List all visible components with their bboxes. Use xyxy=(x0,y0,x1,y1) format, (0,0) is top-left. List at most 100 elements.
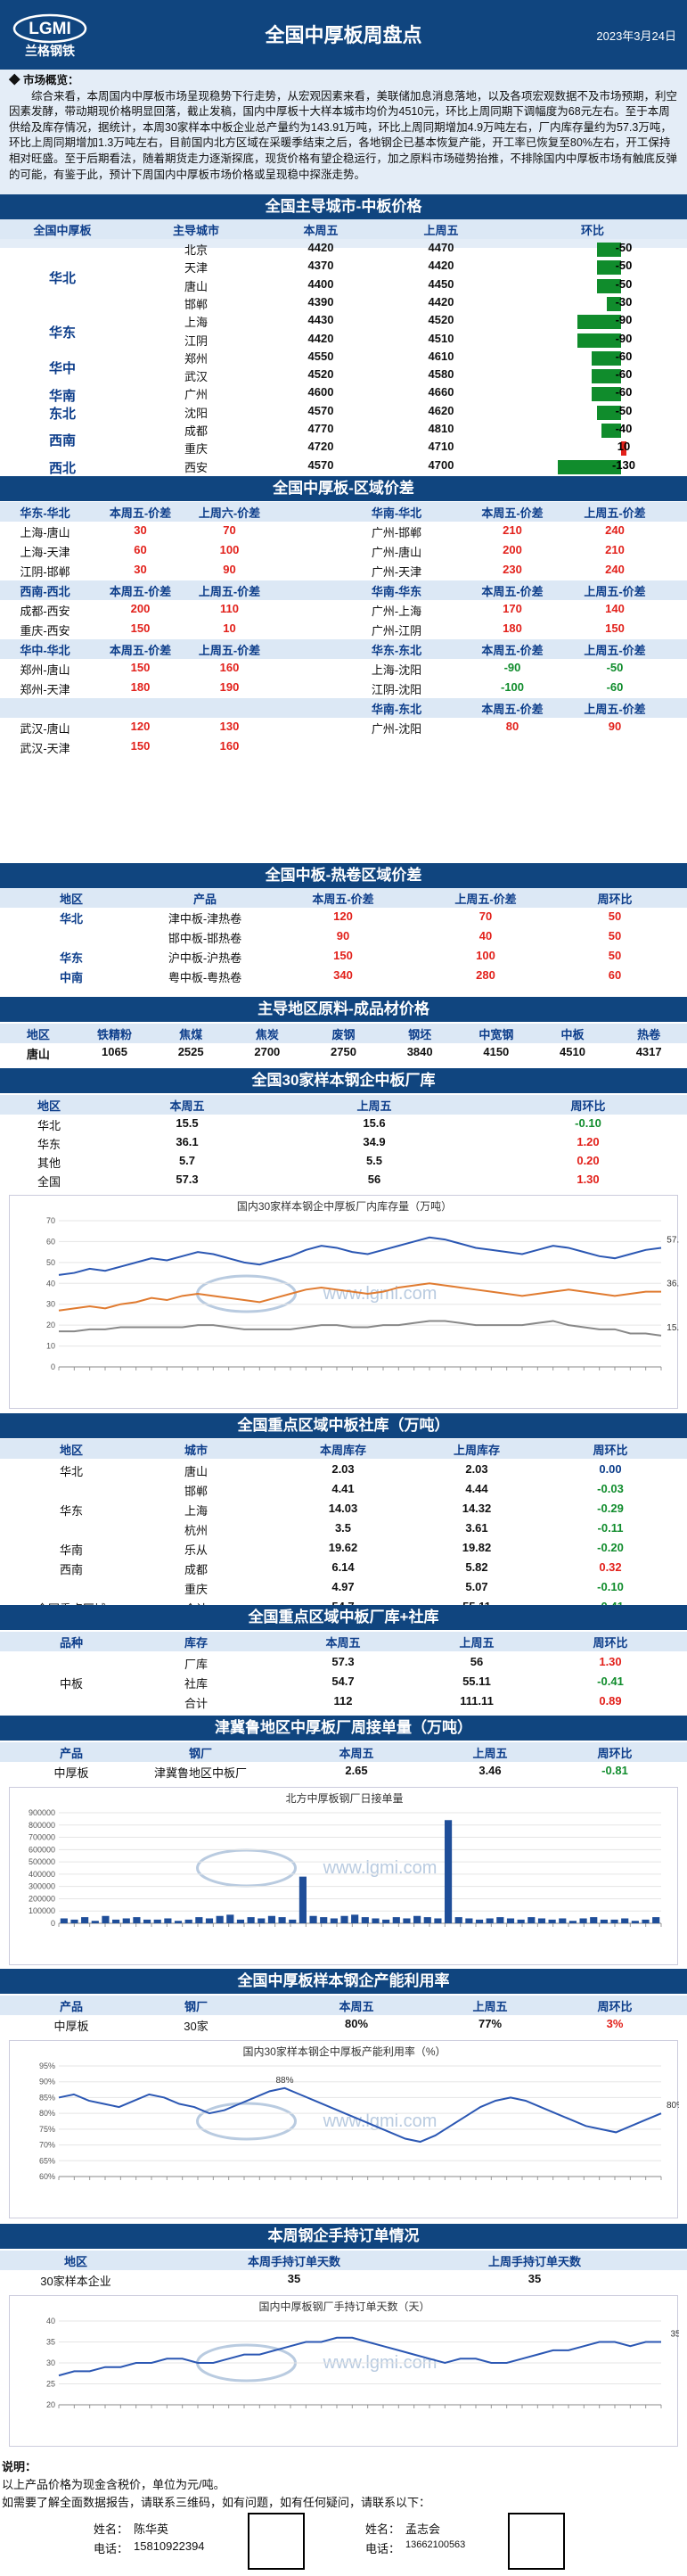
spread-cell: 160 xyxy=(219,661,240,674)
order-bar xyxy=(434,1918,442,1923)
lgmi-logo: LGMI 兰格钢铁 xyxy=(12,13,87,59)
end-value-label: 80% xyxy=(667,2101,679,2111)
spread-cell: 150 xyxy=(130,739,151,753)
chart-title: 国内中厚板钢厂手持订单天数（天） xyxy=(258,2300,429,2313)
y-tick-label: 30 xyxy=(46,2358,55,2367)
spread-cell: 广州-天津 xyxy=(371,565,422,579)
order-days-header-cell: 本周手持订单天数 xyxy=(247,2255,340,2268)
mill-inventory-cell: 15.6 xyxy=(363,1116,386,1130)
order-bar xyxy=(133,1917,141,1923)
mill-inventory-header-cell: 上周五 xyxy=(356,1099,392,1113)
this-week-price: 4400 xyxy=(307,276,334,291)
capacity-utilization-header-cell: 周环比 xyxy=(597,2000,633,2013)
plate-coil-header xyxy=(0,888,687,908)
regional-spread-bar: 全国中厚板-区域价差 xyxy=(0,476,687,501)
total-inventory-cell: 54.7 xyxy=(331,1675,355,1688)
last-week-price: 4700 xyxy=(428,457,454,472)
city-name: 北京 xyxy=(184,243,208,257)
spread-cell: 190 xyxy=(219,680,240,694)
order-bar xyxy=(299,1876,307,1923)
this-week-price: 4420 xyxy=(307,241,334,254)
y-tick-label: 60 xyxy=(46,1237,55,1246)
y-tick-label: 300000 xyxy=(29,1882,55,1891)
chart-frame: 国内中厚板钢厂手持订单天数（天） www.lgmi.com 40 35 30 25 20 35 xyxy=(9,2295,681,2447)
spread-cell: 30 xyxy=(134,523,147,537)
spread-cell: 110 xyxy=(220,602,239,615)
order-days-cell: 35 xyxy=(528,2272,542,2285)
order-bar xyxy=(496,1917,504,1923)
order-bar xyxy=(289,1919,297,1923)
product-pair: 沪中板-沪热卷 xyxy=(168,951,242,965)
note-line-2: 如需要了解全面数据报告，请联系三维码，如有问题，如有任何疑问，请联系以下： xyxy=(2,2496,431,2509)
social-inventory-cell: 6.14 xyxy=(331,1560,355,1574)
mill-inventory-cell: 15.5 xyxy=(176,1116,199,1130)
spread-cell: 150 xyxy=(130,621,151,635)
raw-material-value: 4150 xyxy=(483,1045,510,1058)
spread-cell: 180 xyxy=(130,680,151,694)
this-week-price: 4600 xyxy=(307,385,334,399)
order-bar xyxy=(247,1917,255,1923)
change-bar xyxy=(606,296,621,311)
spread-cell: 170 xyxy=(503,602,522,615)
social-inventory-cell: 5.82 xyxy=(465,1560,488,1574)
social-inventory-cell: -0.20 xyxy=(597,1541,624,1554)
spread-header-cell: 华东-华北 xyxy=(20,506,70,520)
total-inventory-cell: 56 xyxy=(470,1655,484,1668)
capacity-utilization-header-cell: 上周五 xyxy=(472,2000,508,2013)
weekly-orders-cell: -0.81 xyxy=(601,1764,628,1777)
spread-cell: 80 xyxy=(505,720,519,733)
total-inventory-cell: -0.41 xyxy=(597,1675,624,1688)
order-bar xyxy=(330,1918,338,1923)
order-bar xyxy=(392,1917,400,1923)
order-bar xyxy=(340,1915,348,1923)
raw-material-value: 1065 xyxy=(102,1045,127,1058)
chart-svg: 国内30家样本钢企中厚板厂内库存量（万吨） www.lgmi.com 70 60 50 4… xyxy=(46,1199,684,1371)
spread-cell: 140 xyxy=(605,602,625,615)
raw-material-header-cell: 焦炭 xyxy=(255,1028,279,1041)
social-inventory-header-cell: 本周库存 xyxy=(319,1444,366,1457)
spread-cell: 上海-天津 xyxy=(20,546,70,559)
price-change: -90 xyxy=(615,313,633,327)
price-change: -40 xyxy=(615,422,633,435)
spread-cell: -60 xyxy=(606,680,624,694)
plate-coil-spread-bar: 全国中板-热卷区域价差 xyxy=(0,863,687,888)
spread-cell: 210 xyxy=(503,523,522,537)
y-tick-label: 200000 xyxy=(29,1894,55,1903)
capacity-utilization-header-cell: 产品 xyxy=(59,2000,83,2013)
raw-material-header-cell: 地区 xyxy=(26,1028,50,1041)
weekly-orders-cell: 津冀鲁地区中板厂 xyxy=(153,1766,247,1780)
spread-cell: 上海-沈阳 xyxy=(371,663,422,677)
mill-inventory-bar: 全国30家样本钢企中板厂库 xyxy=(0,1068,687,1093)
last-week-spread: 40 xyxy=(478,929,493,942)
spread-header-cell: 上周五-价差 xyxy=(584,703,646,716)
social-inventory-header-cell: 城市 xyxy=(184,1444,208,1457)
spread-cell: 100 xyxy=(219,543,240,556)
qr-code-1 xyxy=(248,2513,305,2570)
spread-cell: 150 xyxy=(130,661,151,674)
region-label: 华北 xyxy=(59,912,83,926)
this-week-price: 4420 xyxy=(307,331,334,345)
social-inventory-cell: 乐从 xyxy=(184,1543,208,1557)
social-inventory-cell: 5.07 xyxy=(465,1580,488,1593)
order-bar xyxy=(164,1918,172,1923)
mill-inventory-header-cell: 本周五 xyxy=(169,1099,205,1113)
raw-material-value: 4510 xyxy=(560,1045,585,1058)
raw-material-value: 唐山 xyxy=(26,1048,50,1061)
order-bar xyxy=(382,1919,390,1923)
social-inventory-cell: 华北 xyxy=(59,1465,83,1478)
report-date: 2023年3月24日 xyxy=(596,29,676,43)
product-pair: 津中板-津热卷 xyxy=(168,912,242,926)
contact-2-name-label: 姓名： xyxy=(365,2523,401,2536)
spread-cell: -50 xyxy=(606,661,624,674)
order-bar xyxy=(320,1917,328,1923)
social-inventory-header xyxy=(0,1439,687,1459)
change-bar xyxy=(577,315,621,330)
contact-2-name: 孟志会 xyxy=(405,2523,441,2536)
chart-watermark: www.lgmi.com xyxy=(323,1284,438,1304)
raw-material-header-cell: 铁精粉 xyxy=(96,1028,132,1041)
series-line xyxy=(58,2086,662,2144)
social-inventory-cell: -0.03 xyxy=(597,1482,624,1495)
spread-cell: 240 xyxy=(605,563,625,576)
spread-header-cell: 上周五-价差 xyxy=(584,506,646,520)
y-tick-label: 40 xyxy=(46,1279,55,1288)
